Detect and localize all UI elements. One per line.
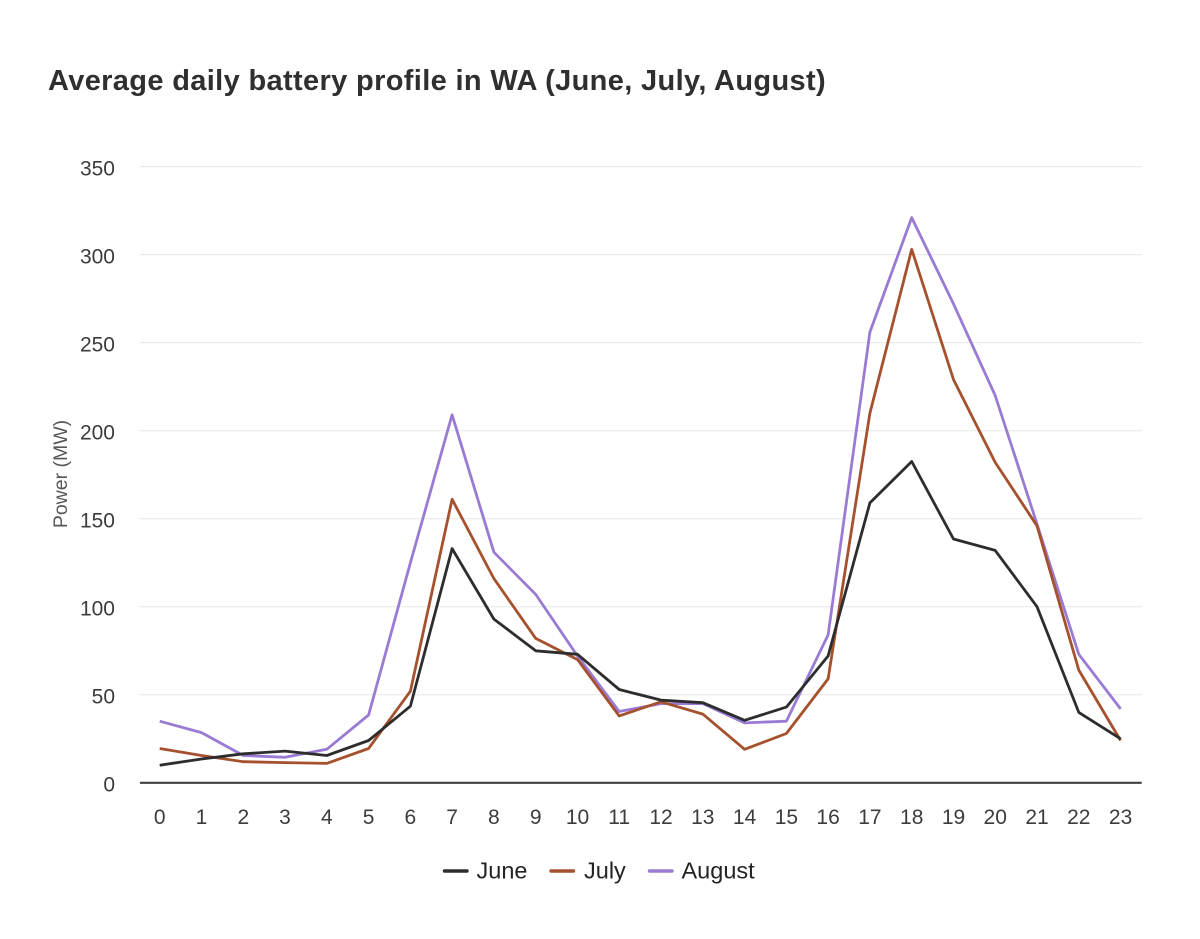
svg-text:19: 19 xyxy=(942,806,965,829)
svg-text:5: 5 xyxy=(363,806,375,829)
svg-text:300: 300 xyxy=(80,245,115,268)
svg-text:6: 6 xyxy=(405,806,417,829)
svg-text:22: 22 xyxy=(1067,806,1090,829)
svg-text:10: 10 xyxy=(566,806,589,829)
svg-text:250: 250 xyxy=(80,333,115,356)
svg-text:20: 20 xyxy=(984,806,1007,829)
svg-text:3: 3 xyxy=(279,806,291,829)
svg-text:13: 13 xyxy=(691,806,714,829)
svg-text:18: 18 xyxy=(900,806,923,829)
svg-text:15: 15 xyxy=(775,806,798,829)
svg-text:Power (MW): Power (MW) xyxy=(50,420,72,528)
svg-text:4: 4 xyxy=(321,806,333,829)
svg-text:9: 9 xyxy=(530,806,542,829)
svg-text:2: 2 xyxy=(237,806,249,829)
svg-text:11: 11 xyxy=(608,806,630,829)
svg-text:8: 8 xyxy=(488,806,500,829)
svg-text:12: 12 xyxy=(649,806,672,829)
svg-text:1: 1 xyxy=(196,806,208,829)
svg-text:23: 23 xyxy=(1109,806,1132,829)
svg-text:21: 21 xyxy=(1025,806,1048,829)
svg-text:150: 150 xyxy=(80,509,115,532)
svg-text:100: 100 xyxy=(80,597,115,620)
svg-text:7: 7 xyxy=(446,806,458,829)
svg-text:350: 350 xyxy=(80,157,115,180)
svg-text:200: 200 xyxy=(80,421,115,444)
svg-text:14: 14 xyxy=(733,806,757,829)
svg-text:50: 50 xyxy=(92,686,115,709)
svg-text:0: 0 xyxy=(154,806,166,829)
svg-text:July: July xyxy=(584,858,626,884)
svg-text:0: 0 xyxy=(103,774,115,797)
svg-text:17: 17 xyxy=(858,806,881,829)
svg-text:August: August xyxy=(682,858,756,884)
svg-text:16: 16 xyxy=(816,806,839,829)
svg-text:June: June xyxy=(477,858,528,884)
